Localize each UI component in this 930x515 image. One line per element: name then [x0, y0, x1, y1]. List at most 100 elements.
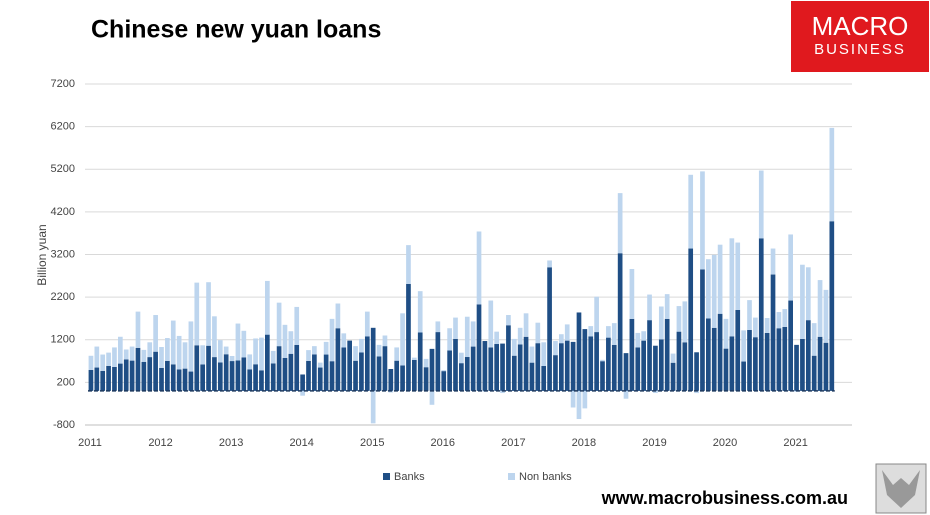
- bar-segment: [435, 332, 441, 391]
- bar-segment: [805, 320, 811, 391]
- bar-segment: [711, 254, 717, 328]
- bar-segment: [394, 347, 400, 361]
- bar-segment: [453, 317, 458, 339]
- bar-segment: [212, 357, 217, 391]
- bar-segment: [494, 344, 499, 391]
- bar-segment: [223, 346, 229, 355]
- bar-segment: [494, 331, 499, 345]
- bar-segment: [611, 323, 617, 345]
- bar-segment: [500, 390, 505, 394]
- bar-segment: [459, 352, 464, 364]
- bar-segment: [153, 315, 158, 352]
- bar-segment: [259, 337, 264, 371]
- logo-box: [791, 1, 929, 72]
- bar-segment: [288, 331, 294, 354]
- bar-segment: [406, 283, 411, 391]
- bar-segment: [400, 313, 405, 366]
- bar-segment: [423, 358, 429, 368]
- bar-segment: [776, 312, 782, 329]
- bar-segment: [217, 362, 223, 391]
- bar-segment: [323, 354, 329, 391]
- bar-segment: [123, 359, 129, 391]
- bar-segment: [176, 369, 182, 391]
- bar-segment: [235, 323, 241, 361]
- bar-segment: [600, 361, 605, 391]
- bar-segment: [570, 390, 576, 408]
- legend-label: Non banks: [519, 471, 572, 483]
- bar-segment: [353, 360, 358, 391]
- bar-segment: [159, 367, 164, 391]
- y-tick-label: 2200: [51, 291, 75, 303]
- bar-segment: [482, 341, 488, 391]
- bar-segment: [147, 357, 153, 391]
- bar-segment: [570, 341, 576, 391]
- bar-segment: [212, 316, 217, 358]
- bar-segment: [400, 365, 405, 391]
- bar-segment: [688, 248, 694, 391]
- bar-segment: [200, 345, 205, 365]
- bar-segment: [711, 327, 717, 391]
- bar-segment: [353, 346, 358, 361]
- bar-segment: [564, 340, 570, 391]
- bar-segment: [182, 368, 188, 391]
- bar-segment: [488, 347, 494, 391]
- bar-segment: [435, 321, 441, 333]
- bar-segment: [217, 340, 223, 363]
- bar-segment: [153, 351, 158, 391]
- bar-segment: [623, 390, 629, 399]
- bar-segment: [241, 330, 247, 358]
- bar-segment: [306, 350, 311, 361]
- bar-segment: [235, 360, 241, 391]
- bar-segment: [376, 344, 382, 357]
- bar-segment: [723, 348, 729, 391]
- bar-segment: [300, 374, 305, 391]
- bar-segment: [147, 342, 153, 358]
- bar-segment: [100, 354, 106, 371]
- bar-segment: [811, 355, 817, 391]
- bar-segment: [723, 318, 729, 349]
- bar-segment: [764, 332, 770, 391]
- bar-segment: [706, 318, 711, 391]
- bar-segment: [329, 318, 335, 362]
- bar-segment: [682, 301, 688, 343]
- bar-segment: [788, 300, 793, 391]
- bar-segment: [635, 332, 641, 348]
- bar-segment: [176, 335, 182, 370]
- bar-segment: [682, 342, 688, 391]
- bar-segment: [294, 306, 300, 345]
- bar-segment: [317, 367, 323, 391]
- bar-segment: [647, 294, 652, 321]
- bar-segment: [447, 350, 452, 391]
- bar-segment: [488, 300, 494, 348]
- bar-segment: [200, 364, 205, 391]
- bar-segment: [429, 390, 435, 405]
- bar-segment: [764, 318, 770, 333]
- bar-segment: [394, 360, 400, 391]
- bar-segment: [253, 338, 258, 365]
- bar-segment: [453, 338, 458, 391]
- bar-segment: [370, 390, 376, 424]
- bar-segment: [229, 361, 235, 391]
- bar-segment: [270, 363, 276, 391]
- bar-segment: [312, 346, 317, 355]
- x-tick-label: 2011: [78, 437, 102, 449]
- bar-segment: [694, 352, 699, 391]
- bar-segment: [823, 342, 829, 391]
- bar-segment: [447, 328, 452, 351]
- bar-segment: [676, 331, 682, 391]
- bar-segment: [829, 127, 835, 222]
- bar-segment: [658, 306, 664, 340]
- y-tick-label: 4200: [51, 206, 75, 218]
- bar-segment: [588, 336, 594, 391]
- bar-segment: [594, 296, 599, 333]
- bar-segment: [770, 248, 776, 275]
- bar-segment: [547, 267, 552, 391]
- bar-segment: [653, 345, 658, 391]
- bar-segment: [376, 356, 382, 391]
- bar-segment: [364, 336, 370, 391]
- bar-segment: [641, 331, 646, 341]
- legend-label: Banks: [394, 471, 425, 483]
- x-tick-label: 2017: [501, 437, 525, 449]
